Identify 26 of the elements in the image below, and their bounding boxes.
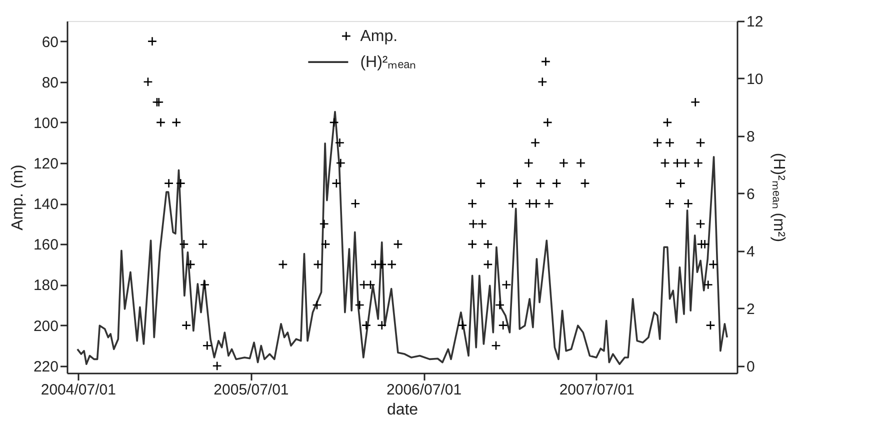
x-tick-label: 2004/07/01: [40, 382, 116, 398]
y-tick-label: 180: [33, 277, 58, 294]
line-series: [76, 110, 728, 365]
x-tick-label: 2007/07/01: [559, 382, 634, 398]
y-tick-label: 220: [33, 358, 58, 376]
y-tick-label: 140: [33, 196, 58, 214]
y2-tick-label: 8: [746, 128, 755, 146]
y-tick-label: 60: [42, 34, 58, 51]
x-axis-title: date: [386, 402, 418, 418]
y2-tick-label: 2: [746, 300, 755, 318]
x-tick-label: 2006/07/01: [386, 382, 462, 398]
y2-tick-label: 4: [746, 243, 755, 260]
y2-tick-label: 10: [746, 70, 764, 88]
y-tick-label: 80: [42, 74, 58, 92]
y2-axis-title: (H)²ₘₑₐₙ (m²): [770, 152, 788, 242]
y2-tick-label: 12: [746, 14, 764, 30]
y-tick-label: 160: [33, 236, 58, 254]
y-tick-label: 120: [33, 156, 58, 173]
legend-label: (H)²ₘₑₐₙ: [360, 54, 416, 72]
y2-tick-label: 6: [746, 186, 755, 203]
y-axis-title: Amp. (m): [9, 164, 26, 230]
y2-tick-label: 0: [746, 358, 755, 376]
y-tick-label: 100: [33, 114, 58, 132]
legend-label: Amp.: [360, 28, 398, 46]
x-tick-label: 2005/07/01: [214, 382, 289, 398]
y-tick-label: 200: [33, 318, 58, 335]
